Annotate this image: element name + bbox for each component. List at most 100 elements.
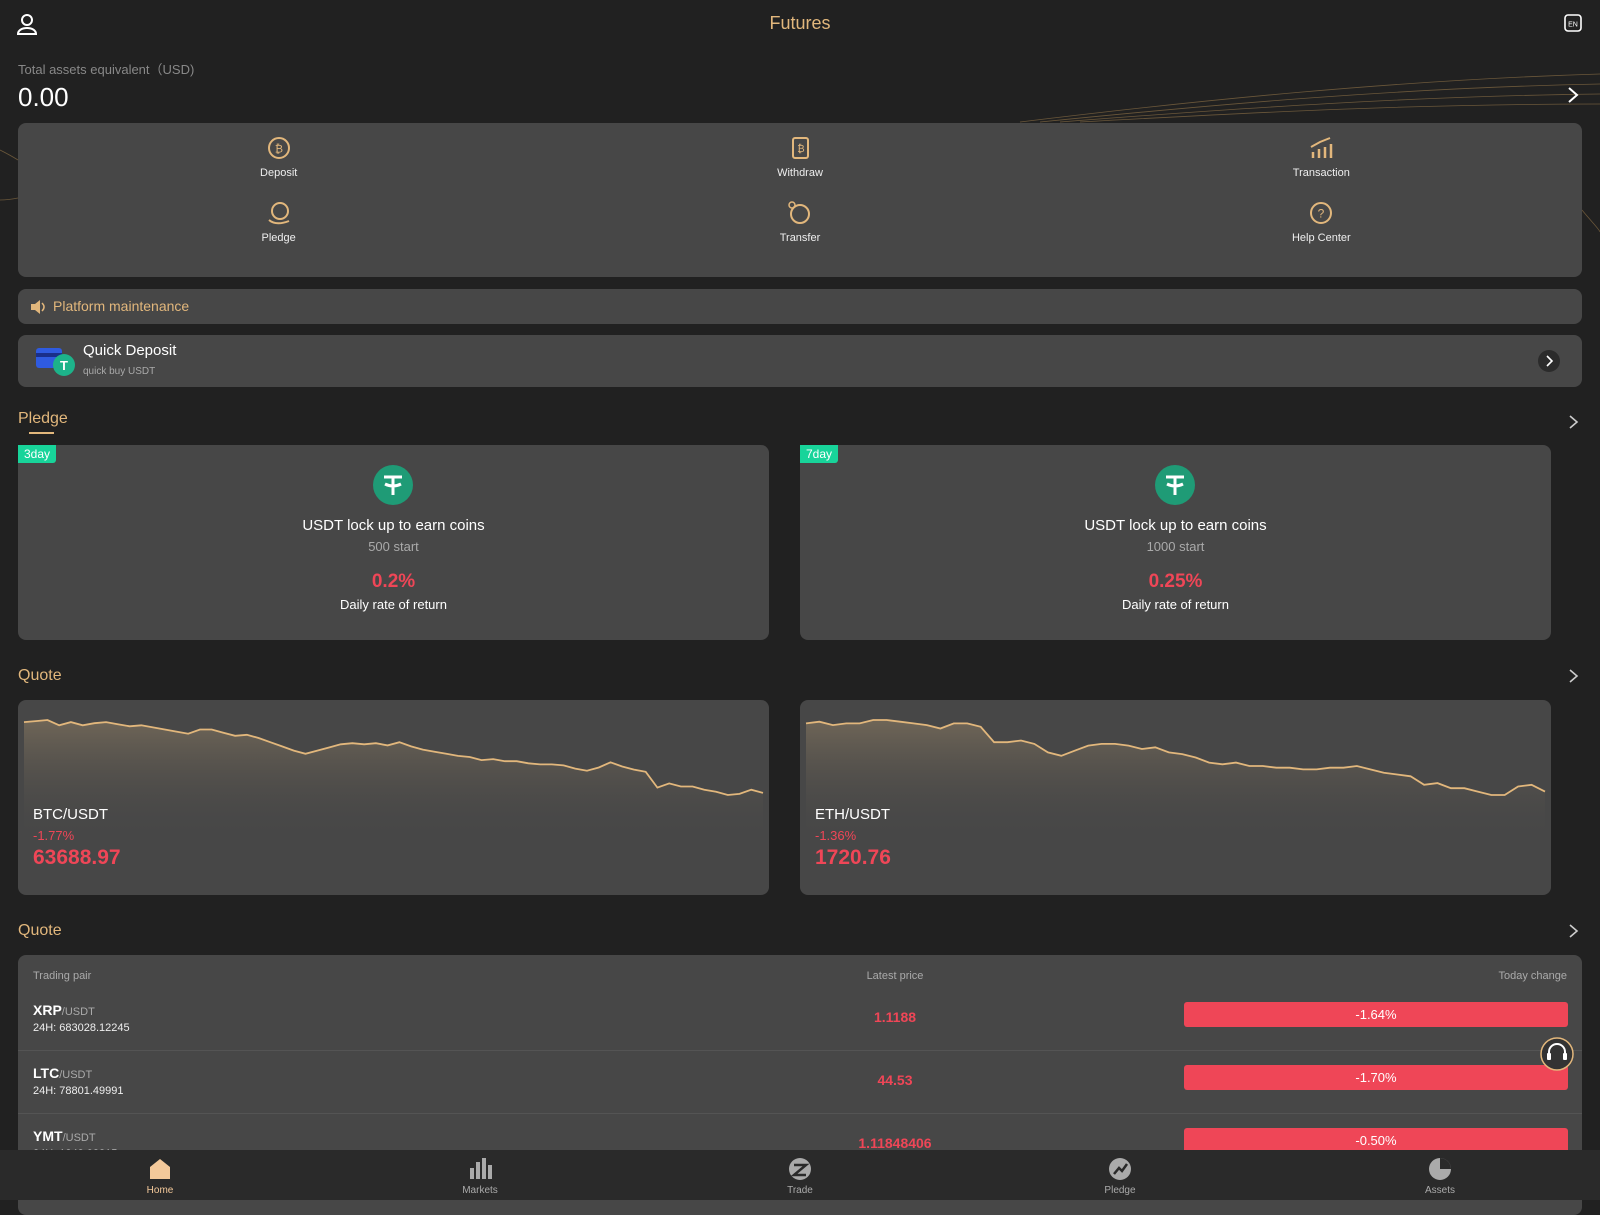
- pair-change: -1.77%: [33, 828, 75, 843]
- pair: YMT/USDT: [33, 1128, 96, 1146]
- latest-price: 1.1188: [873, 1009, 917, 1025]
- pledge-rate: 0.2%: [371, 571, 416, 592]
- volume: 24H: 683028.12245: [33, 1022, 130, 1034]
- symbol: LTC: [33, 1065, 60, 1081]
- pledge-card[interactable]: 7day USDT lock up to earn coins 1000 start…: [800, 445, 1551, 640]
- icon-part: [790, 1163, 810, 1177]
- pair: LTC/USDT: [33, 1065, 92, 1083]
- icon-part: [470, 1158, 492, 1179]
- sparkline: [23, 719, 764, 840]
- pledge-title: USDT lock up to earn coins: [1084, 517, 1267, 534]
- change-badge: -0.50%: [1184, 1128, 1568, 1153]
- svg-text:₿: ₿: [797, 143, 804, 155]
- notice-bar[interactable]: Platform maintenance: [18, 289, 1582, 324]
- duration-tag: 3day: [18, 445, 57, 463]
- section-title: Pledge: [18, 410, 68, 427]
- pledge-card[interactable]: 3day USDT lock up to earn coins 500 start 0…: [18, 445, 769, 640]
- quote-currency: /USDT: [62, 1132, 96, 1144]
- language-icon[interactable]: EN: [1564, 14, 1582, 32]
- column-header: Trading pair: [33, 970, 92, 982]
- svg-text:EN: EN: [1568, 22, 1578, 29]
- pledge-rate: 0.25%: [1148, 571, 1203, 592]
- icon-glyph: [384, 475, 402, 495]
- section-arrow[interactable]: [1568, 668, 1580, 684]
- deposit-icon: T: [36, 348, 75, 376]
- icon: [1310, 137, 1333, 158]
- sparkline-line: [23, 719, 764, 796]
- actions-panel: ₿ Deposit ₿ Withdraw Transaction Pledge Tr…: [18, 123, 1582, 277]
- action-deposit[interactable]: ₿ Deposit: [18, 135, 539, 200]
- nav-icon: [470, 1158, 492, 1179]
- icon-part: [470, 1168, 474, 1179]
- action-label: Deposit: [260, 167, 298, 179]
- pledge-title: USDT lock up to earn coins: [302, 517, 485, 534]
- nav-item[interactable]: Pledge: [1060, 1156, 1180, 1200]
- icon: ₿: [267, 137, 290, 159]
- bottom-nav: Home Markets Trade Pledge Assets: [0, 1150, 1600, 1200]
- nav-label: Assets: [1424, 1185, 1455, 1196]
- quote-card[interactable]: ETH/USDT -1.36% 1720.76: [800, 700, 1551, 895]
- nav-item[interactable]: Markets: [420, 1156, 540, 1200]
- icon: ?: [1310, 202, 1333, 224]
- market-row[interactable]: XRP/USDT 24H: 683028.12245 1.1188 -1.64%: [18, 988, 1582, 1051]
- nav-item[interactable]: Trade: [740, 1156, 860, 1200]
- svg-text:₿: ₿: [275, 144, 283, 156]
- icon: ₿: [791, 137, 809, 159]
- icon-part: [488, 1165, 492, 1179]
- page-title: Futures: [769, 13, 831, 33]
- icon-part: [482, 1158, 486, 1179]
- pair-name: BTC/USDT: [33, 806, 108, 823]
- symbol: XRP: [33, 1002, 62, 1018]
- icon-part: [1113, 1163, 1129, 1175]
- nav-icon: [1429, 1158, 1451, 1180]
- notice-text: Platform maintenance: [53, 298, 190, 314]
- section-title: Quote: [18, 667, 62, 684]
- pledge-rate-label: Daily rate of return: [1122, 597, 1229, 612]
- nav-item[interactable]: Assets: [1380, 1156, 1500, 1200]
- action-label: Withdraw: [777, 167, 823, 179]
- quote-card[interactable]: BTC/USDT -1.77% 63688.97: [18, 700, 769, 895]
- change-badge: -1.64%: [1184, 1002, 1568, 1027]
- action-label: Help Center: [1291, 232, 1351, 244]
- icon-part: [1440, 1158, 1451, 1169]
- icon: [788, 201, 810, 224]
- action-transaction[interactable]: Transaction: [1061, 135, 1582, 200]
- icon-glyph: [1166, 475, 1184, 495]
- change-badge: -1.70%: [1184, 1065, 1568, 1090]
- action-pledge[interactable]: Pledge: [18, 200, 539, 265]
- pledge-min: 500 start: [368, 539, 419, 554]
- quick-deposit-subtitle: quick buy USDT: [83, 366, 156, 377]
- pledge-rate-label: Daily rate of return: [340, 597, 447, 612]
- quick-deposit[interactable]: T Quick Deposit quick buy USDT: [18, 335, 1582, 387]
- section-arrow[interactable]: [1568, 923, 1580, 939]
- nav-icon: [789, 1158, 811, 1180]
- sparkline-area: [24, 720, 763, 840]
- decor-waves: [0, 73, 1600, 233]
- svg-text:T: T: [60, 358, 68, 373]
- pair-name: ETH/USDT: [815, 806, 890, 823]
- assets-arrow[interactable]: [1566, 86, 1580, 104]
- icon-part: [150, 1159, 170, 1179]
- assets-label: Total assets equivalent（USD): [18, 62, 195, 77]
- arrow-button: [1538, 350, 1560, 372]
- action-help[interactable]: ? Help Center: [1061, 200, 1582, 265]
- nav-icon: [150, 1159, 170, 1179]
- action-withdraw[interactable]: ₿ Withdraw: [539, 135, 1060, 200]
- nav-item[interactable]: Home: [100, 1156, 220, 1200]
- market-row[interactable]: LTC/USDT 24H: 78801.49991 44.53 -1.70%: [18, 1051, 1582, 1114]
- pledge-min: 1000 start: [1146, 539, 1205, 554]
- nav-label: Pledge: [1104, 1185, 1136, 1196]
- section-title: Quote: [18, 922, 62, 939]
- pair: XRP/USDT: [33, 1002, 95, 1020]
- user-icon[interactable]: [16, 13, 38, 35]
- action-transfer[interactable]: Transfer: [539, 200, 1060, 265]
- latest-price: 44.53: [877, 1072, 913, 1088]
- support-button[interactable]: [1540, 1037, 1574, 1071]
- pair-price: 1720.76: [815, 846, 891, 869]
- quick-deposit-title: Quick Deposit: [83, 342, 177, 359]
- quote-currency: /USDT: [59, 1069, 93, 1081]
- volume: 24H: 78801.49991: [33, 1085, 124, 1097]
- section-arrow[interactable]: [1568, 414, 1580, 430]
- assets-value: 0.00: [18, 82, 69, 112]
